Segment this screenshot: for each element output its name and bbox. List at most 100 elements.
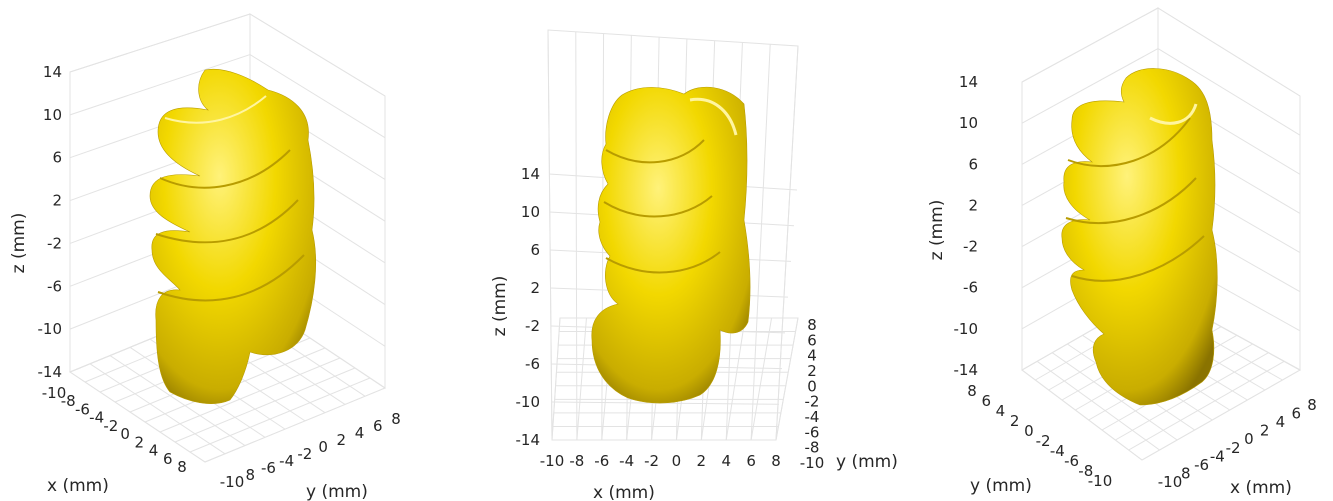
x-tick-label: 2: [697, 452, 707, 470]
y-tick-label: -4: [1050, 442, 1065, 460]
panel-2-xlabel: x (mm): [593, 483, 655, 501]
panel-3-x-ticks: -108 -6 -4 -2 0 2 4 6 8: [1158, 396, 1317, 491]
x-tick-label: 8: [177, 458, 187, 476]
y-tick-label: 8: [245, 466, 255, 484]
z-tick-label: 2: [968, 196, 978, 214]
y-tick-label: 6: [981, 392, 991, 410]
z-tick-label: -14: [516, 431, 541, 449]
panel-2-surface: [591, 86, 751, 404]
x-tick-label: 2: [135, 433, 145, 451]
x-tick-label: -4: [619, 452, 634, 470]
x-tick-label: 6: [746, 452, 756, 470]
x-tick-label: 8: [771, 452, 781, 470]
x-tick-label: -6: [1194, 456, 1209, 474]
panel-1-zlabel: z (mm): [9, 213, 29, 274]
z-tick-label: -6: [963, 279, 978, 297]
y-tick-label: -4: [279, 452, 294, 470]
x-tick-label: 2: [1260, 422, 1270, 440]
y-tick-label: -8: [805, 439, 820, 457]
y-tick-label: -8: [1078, 462, 1093, 480]
x-tick-label: -4: [89, 409, 104, 427]
y-tick-label: -2: [1036, 432, 1051, 450]
z-tick-label: -6: [47, 277, 62, 295]
y-tick-label: 4: [807, 347, 817, 365]
x-tick-label: -8: [569, 452, 584, 470]
z-tick-label: -14: [954, 361, 979, 379]
y-tick-label: 8: [391, 410, 401, 428]
z-tick-label: 2: [530, 279, 540, 297]
x-tick-label: -6: [594, 452, 609, 470]
x-tick-label: -10: [540, 452, 565, 470]
x-tick-label: 4: [149, 442, 159, 460]
z-tick-label: -2: [963, 238, 978, 256]
x-tick-label: 0: [672, 452, 682, 470]
z-tick-label: -6: [525, 355, 540, 373]
y-tick-label: 2: [337, 431, 347, 449]
x-tick-label: 4: [721, 452, 731, 470]
y-tick-label: 6: [373, 417, 383, 435]
x-tick-label: -2: [1226, 439, 1241, 457]
panel-1-ylabel: y (mm): [306, 482, 368, 501]
x-tick-label: 8: [1307, 396, 1317, 414]
panel-3-xlabel: x (mm): [1230, 478, 1292, 498]
y-tick-label: 6: [807, 331, 817, 349]
y-tick-label: -6: [805, 423, 820, 441]
z-tick-label: -10: [38, 320, 63, 338]
panel-1-y-ticks: -10 8 -6 -4 -2 0 2 4 6 8: [220, 410, 401, 491]
panel-2-ylabel: y (mm): [836, 452, 898, 472]
y-tick-label: -10: [800, 454, 825, 472]
y-tick-label: -4: [805, 408, 820, 426]
panel-1-helix-body: [149, 68, 317, 405]
panel-2-zlabel: z (mm): [490, 276, 510, 337]
z-tick-label: -10: [516, 393, 541, 411]
y-tick-label: 2: [807, 362, 817, 380]
panel-1-surface: [149, 68, 317, 405]
z-tick-label: 14: [521, 165, 540, 183]
y-tick-label: 4: [996, 402, 1006, 420]
x-tick-label: 0: [120, 425, 130, 443]
x-tick-label: 8: [1181, 464, 1191, 482]
y-tick-label: 0: [1024, 422, 1034, 440]
x-tick-label: 4: [1276, 413, 1286, 431]
panel-3-surface: [1061, 68, 1218, 406]
panel-3-zlabel: z (mm): [927, 200, 947, 261]
z-tick-label: 6: [530, 241, 540, 259]
y-tick-label: -10: [1088, 472, 1113, 490]
z-tick-label: 14: [43, 63, 62, 81]
y-tick-label: -2: [297, 445, 312, 463]
z-tick-label: 2: [52, 192, 62, 210]
y-tick-label: -10: [220, 473, 245, 491]
x-tick-label: 0: [1244, 430, 1254, 448]
x-tick-label: 6: [1291, 405, 1301, 423]
panel-3-ylabel: y (mm): [970, 476, 1032, 496]
z-tick-label: 6: [52, 149, 62, 167]
y-tick-label: 0: [318, 438, 328, 456]
x-tick-label: 6: [163, 450, 173, 468]
z-tick-label: -2: [525, 317, 540, 335]
z-tick-label: 10: [521, 203, 540, 221]
panel-1-xlabel: x (mm): [47, 476, 109, 496]
z-tick-label: -2: [47, 234, 62, 252]
z-tick-label: 14: [959, 73, 978, 91]
panel-2-z-ticks: 14 10 6 2 -2 -6 -10 -14: [516, 165, 541, 449]
y-tick-label: 2: [1010, 412, 1020, 430]
y-tick-label: 0: [807, 377, 817, 395]
x-tick-label: -4: [1210, 447, 1225, 465]
x-tick-label: -2: [644, 452, 659, 470]
panel-3-z-ticks: 14 10 6 2 -2 -6 -10 -14: [954, 73, 979, 379]
y-tick-label: 8: [807, 316, 817, 334]
x-tick-label: -6: [75, 400, 90, 418]
z-tick-label: 10: [959, 114, 978, 132]
panel-1-z-ticks: 14 10 6 2 -2 -6 -10 -14: [38, 63, 63, 381]
y-tick-label: 4: [355, 424, 365, 442]
z-tick-label: 6: [968, 155, 978, 173]
y-tick-label: -6: [1064, 452, 1079, 470]
x-tick-label: -8: [61, 392, 76, 410]
z-tick-label: 10: [43, 106, 62, 124]
y-tick-label: 8: [967, 382, 977, 400]
z-tick-label: -14: [38, 363, 63, 381]
